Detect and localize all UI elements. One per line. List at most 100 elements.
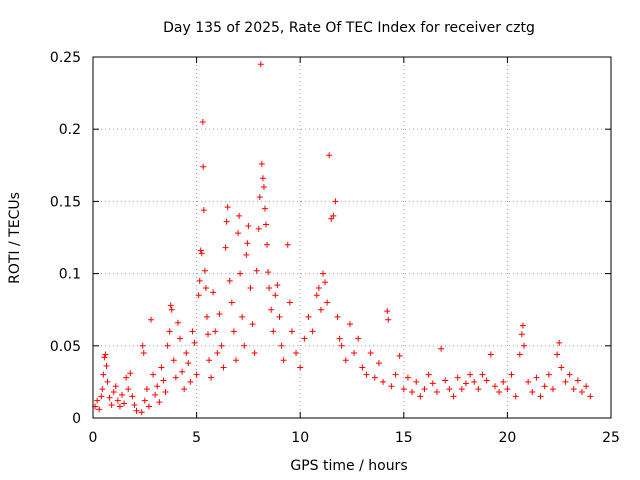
data-point — [158, 364, 165, 371]
data-point — [199, 118, 206, 125]
data-point — [516, 351, 523, 358]
data-point — [363, 371, 370, 378]
data-point — [127, 370, 134, 377]
data-point — [301, 335, 308, 342]
data-point — [212, 328, 219, 335]
data-point — [183, 350, 190, 357]
data-point — [235, 230, 242, 237]
data-point — [164, 342, 171, 349]
data-point — [236, 212, 243, 219]
data-point — [156, 399, 163, 406]
y-axis-label: ROTI / TECUs — [7, 192, 23, 284]
data-point — [330, 212, 337, 219]
data-point — [284, 241, 291, 248]
data-point — [421, 386, 428, 393]
data-point — [112, 383, 119, 390]
chart-title: Day 135 of 2025, Rate Of TEC Index for r… — [163, 20, 535, 36]
data-point — [253, 267, 260, 274]
data-point — [454, 374, 461, 381]
data-point — [371, 374, 378, 381]
data-point — [129, 393, 136, 400]
data-point — [367, 350, 374, 357]
data-point — [278, 342, 285, 349]
data-point — [226, 277, 233, 284]
data-point — [276, 313, 283, 320]
data-point — [570, 386, 577, 393]
data-point — [462, 380, 469, 387]
data-point — [288, 328, 295, 335]
data-point — [247, 285, 254, 292]
data-point — [223, 218, 230, 225]
data-point — [170, 357, 177, 364]
data-point — [218, 342, 225, 349]
data-point — [549, 386, 556, 393]
data-point — [116, 403, 123, 410]
data-point — [519, 322, 526, 329]
data-point — [442, 377, 449, 384]
data-point — [332, 198, 339, 205]
data-point — [566, 371, 573, 378]
x-tick-labels: 0 5 10 15 20 25 — [89, 430, 620, 446]
data-point — [313, 292, 320, 299]
data-point — [375, 360, 382, 367]
data-point — [265, 269, 272, 276]
data-point — [210, 289, 217, 296]
data-point — [258, 160, 265, 167]
data-point — [263, 221, 270, 228]
data-point — [525, 378, 532, 385]
data-point — [317, 306, 324, 313]
data-point — [518, 331, 525, 338]
data-point — [243, 251, 250, 258]
data-point — [232, 357, 239, 364]
data-point — [96, 406, 103, 413]
data-point — [187, 378, 194, 385]
data-point — [125, 386, 132, 393]
data-point — [140, 350, 147, 357]
x-tick-label: 5 — [192, 430, 201, 446]
data-point — [359, 364, 366, 371]
data-point — [319, 270, 326, 277]
x-tick-label: 10 — [291, 430, 309, 446]
data-point — [533, 374, 540, 381]
tick-marks — [92, 56, 612, 419]
data-point — [508, 371, 515, 378]
data-point — [417, 393, 424, 400]
data-point — [228, 299, 235, 306]
data-point — [162, 389, 169, 396]
data-points — [92, 61, 594, 416]
data-point — [198, 250, 205, 257]
data-point — [520, 342, 527, 349]
data-point — [556, 339, 563, 346]
data-point — [446, 386, 453, 393]
data-point — [483, 377, 490, 384]
data-point — [541, 383, 548, 390]
data-point — [496, 389, 503, 396]
data-point — [554, 351, 561, 358]
data-point — [315, 285, 322, 292]
data-point — [261, 205, 268, 212]
data-point — [257, 61, 264, 68]
data-point — [168, 306, 175, 313]
data-point — [479, 371, 486, 378]
data-point — [342, 357, 349, 364]
data-point — [131, 402, 138, 409]
y-tick-label: 0.1 — [59, 267, 81, 283]
data-point — [251, 350, 258, 357]
data-point — [110, 389, 117, 396]
data-point — [384, 308, 391, 315]
data-point — [189, 328, 196, 335]
data-point — [99, 386, 106, 393]
data-point — [260, 183, 267, 190]
data-point — [100, 371, 107, 378]
data-point — [103, 363, 110, 370]
data-point — [239, 313, 246, 320]
data-point — [94, 397, 101, 404]
data-point — [222, 244, 229, 251]
data-point — [245, 222, 252, 229]
data-point — [196, 277, 203, 284]
data-point — [104, 378, 111, 385]
data-point — [286, 299, 293, 306]
data-point — [133, 407, 140, 414]
data-point — [177, 335, 184, 342]
data-point — [172, 374, 179, 381]
